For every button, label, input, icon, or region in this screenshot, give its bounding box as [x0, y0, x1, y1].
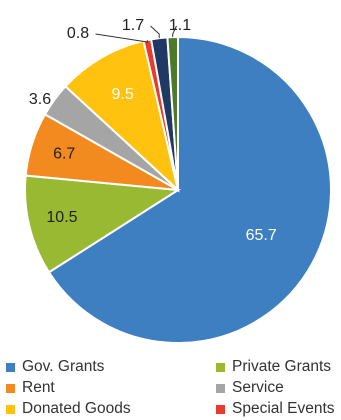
legend-label: Gov. Grants	[22, 358, 105, 375]
data-label: 65.7	[246, 227, 277, 244]
legend-item-special-events: Special Events	[216, 400, 335, 418]
legend-swatch	[6, 383, 15, 393]
leader-line	[150, 25, 160, 39]
legend-swatch	[216, 383, 225, 393]
leader-line	[95, 33, 148, 43]
legend-item-gov-grants: Gov. Grants	[6, 358, 104, 376]
legend-item-private-grants: Private Grants	[216, 358, 331, 376]
legend-swatch	[216, 362, 225, 372]
data-label: 10.5	[46, 209, 77, 226]
data-label: 1.7	[122, 17, 144, 34]
legend-item-donated-goods: Donated Goods	[6, 400, 131, 418]
pie-slices	[24, 35, 332, 344]
legend-swatch	[216, 404, 225, 414]
data-labels: 65.7 10.5 6.7 3.6 9.5 0.8 1.7 1.1	[29, 17, 277, 244]
legend-swatch	[6, 404, 15, 414]
leader-lines	[95, 25, 177, 43]
leader-line	[172, 25, 177, 38]
data-label: 1.1	[169, 17, 191, 34]
pie-slice-private-grants	[24, 174, 181, 274]
legend-label: Donated Goods	[22, 400, 131, 417]
legend-item-service: Service	[216, 379, 284, 397]
legend-label: Rent	[22, 379, 55, 396]
data-label: 3.6	[29, 91, 51, 108]
data-label: 9.5	[111, 86, 133, 103]
legend-label: Special Events	[232, 400, 335, 417]
pie-chart: 65.7 10.5 6.7 3.6 9.5 0.8 1.7 1.1	[24, 17, 332, 344]
legend-swatch	[6, 362, 15, 372]
pie-slice-gov-grants	[47, 35, 332, 344]
data-label: 0.8	[67, 25, 89, 42]
legend-label: Private Grants	[232, 358, 332, 375]
legend-item-rent: Rent	[6, 379, 55, 397]
data-label: 6.7	[53, 145, 75, 162]
legend-label: Service	[232, 379, 284, 396]
